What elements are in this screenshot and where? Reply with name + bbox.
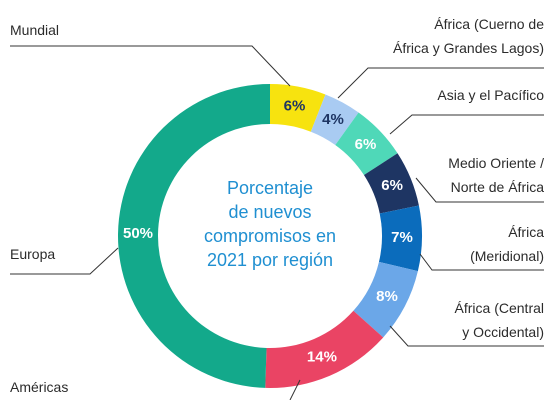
leader-line [389, 325, 544, 347]
slice [378, 205, 422, 272]
value-label: 6% [381, 177, 403, 194]
value-label: 7% [391, 229, 413, 246]
slice [363, 153, 419, 214]
category-label: Medio Oriente / Norte de África [448, 155, 544, 195]
value-label: 50% [123, 225, 153, 242]
value-label: 6% [355, 136, 377, 153]
leader-line [389, 114, 544, 135]
category-label: África (Meridional) [470, 224, 544, 264]
slice [310, 94, 359, 145]
slice [270, 84, 326, 132]
leader-line [10, 247, 119, 275]
leader-line [337, 67, 544, 99]
slice [353, 261, 418, 338]
center-text: Porcentaje de nuevos compromisos en 2021… [203, 178, 337, 270]
category-label: Europa [10, 246, 56, 262]
leader-line [289, 379, 301, 400]
value-label: 6% [284, 97, 306, 114]
category-label: África (Cuerno de África y Grandes Lagos… [393, 16, 544, 56]
slice [335, 112, 398, 176]
leader-line [10, 45, 291, 87]
value-label: 14% [307, 348, 337, 365]
value-label: 8% [376, 288, 398, 305]
category-label: Américas [10, 379, 69, 395]
leader-line [415, 177, 544, 203]
slice [117, 84, 270, 388]
value-label: 4% [322, 111, 344, 128]
category-label: Mundial [10, 22, 60, 38]
category-label: África (Central y Occidental) [454, 300, 544, 340]
leader-line [419, 253, 544, 271]
category-label: Asia y el Pacífico [437, 87, 544, 103]
slice [265, 310, 384, 388]
